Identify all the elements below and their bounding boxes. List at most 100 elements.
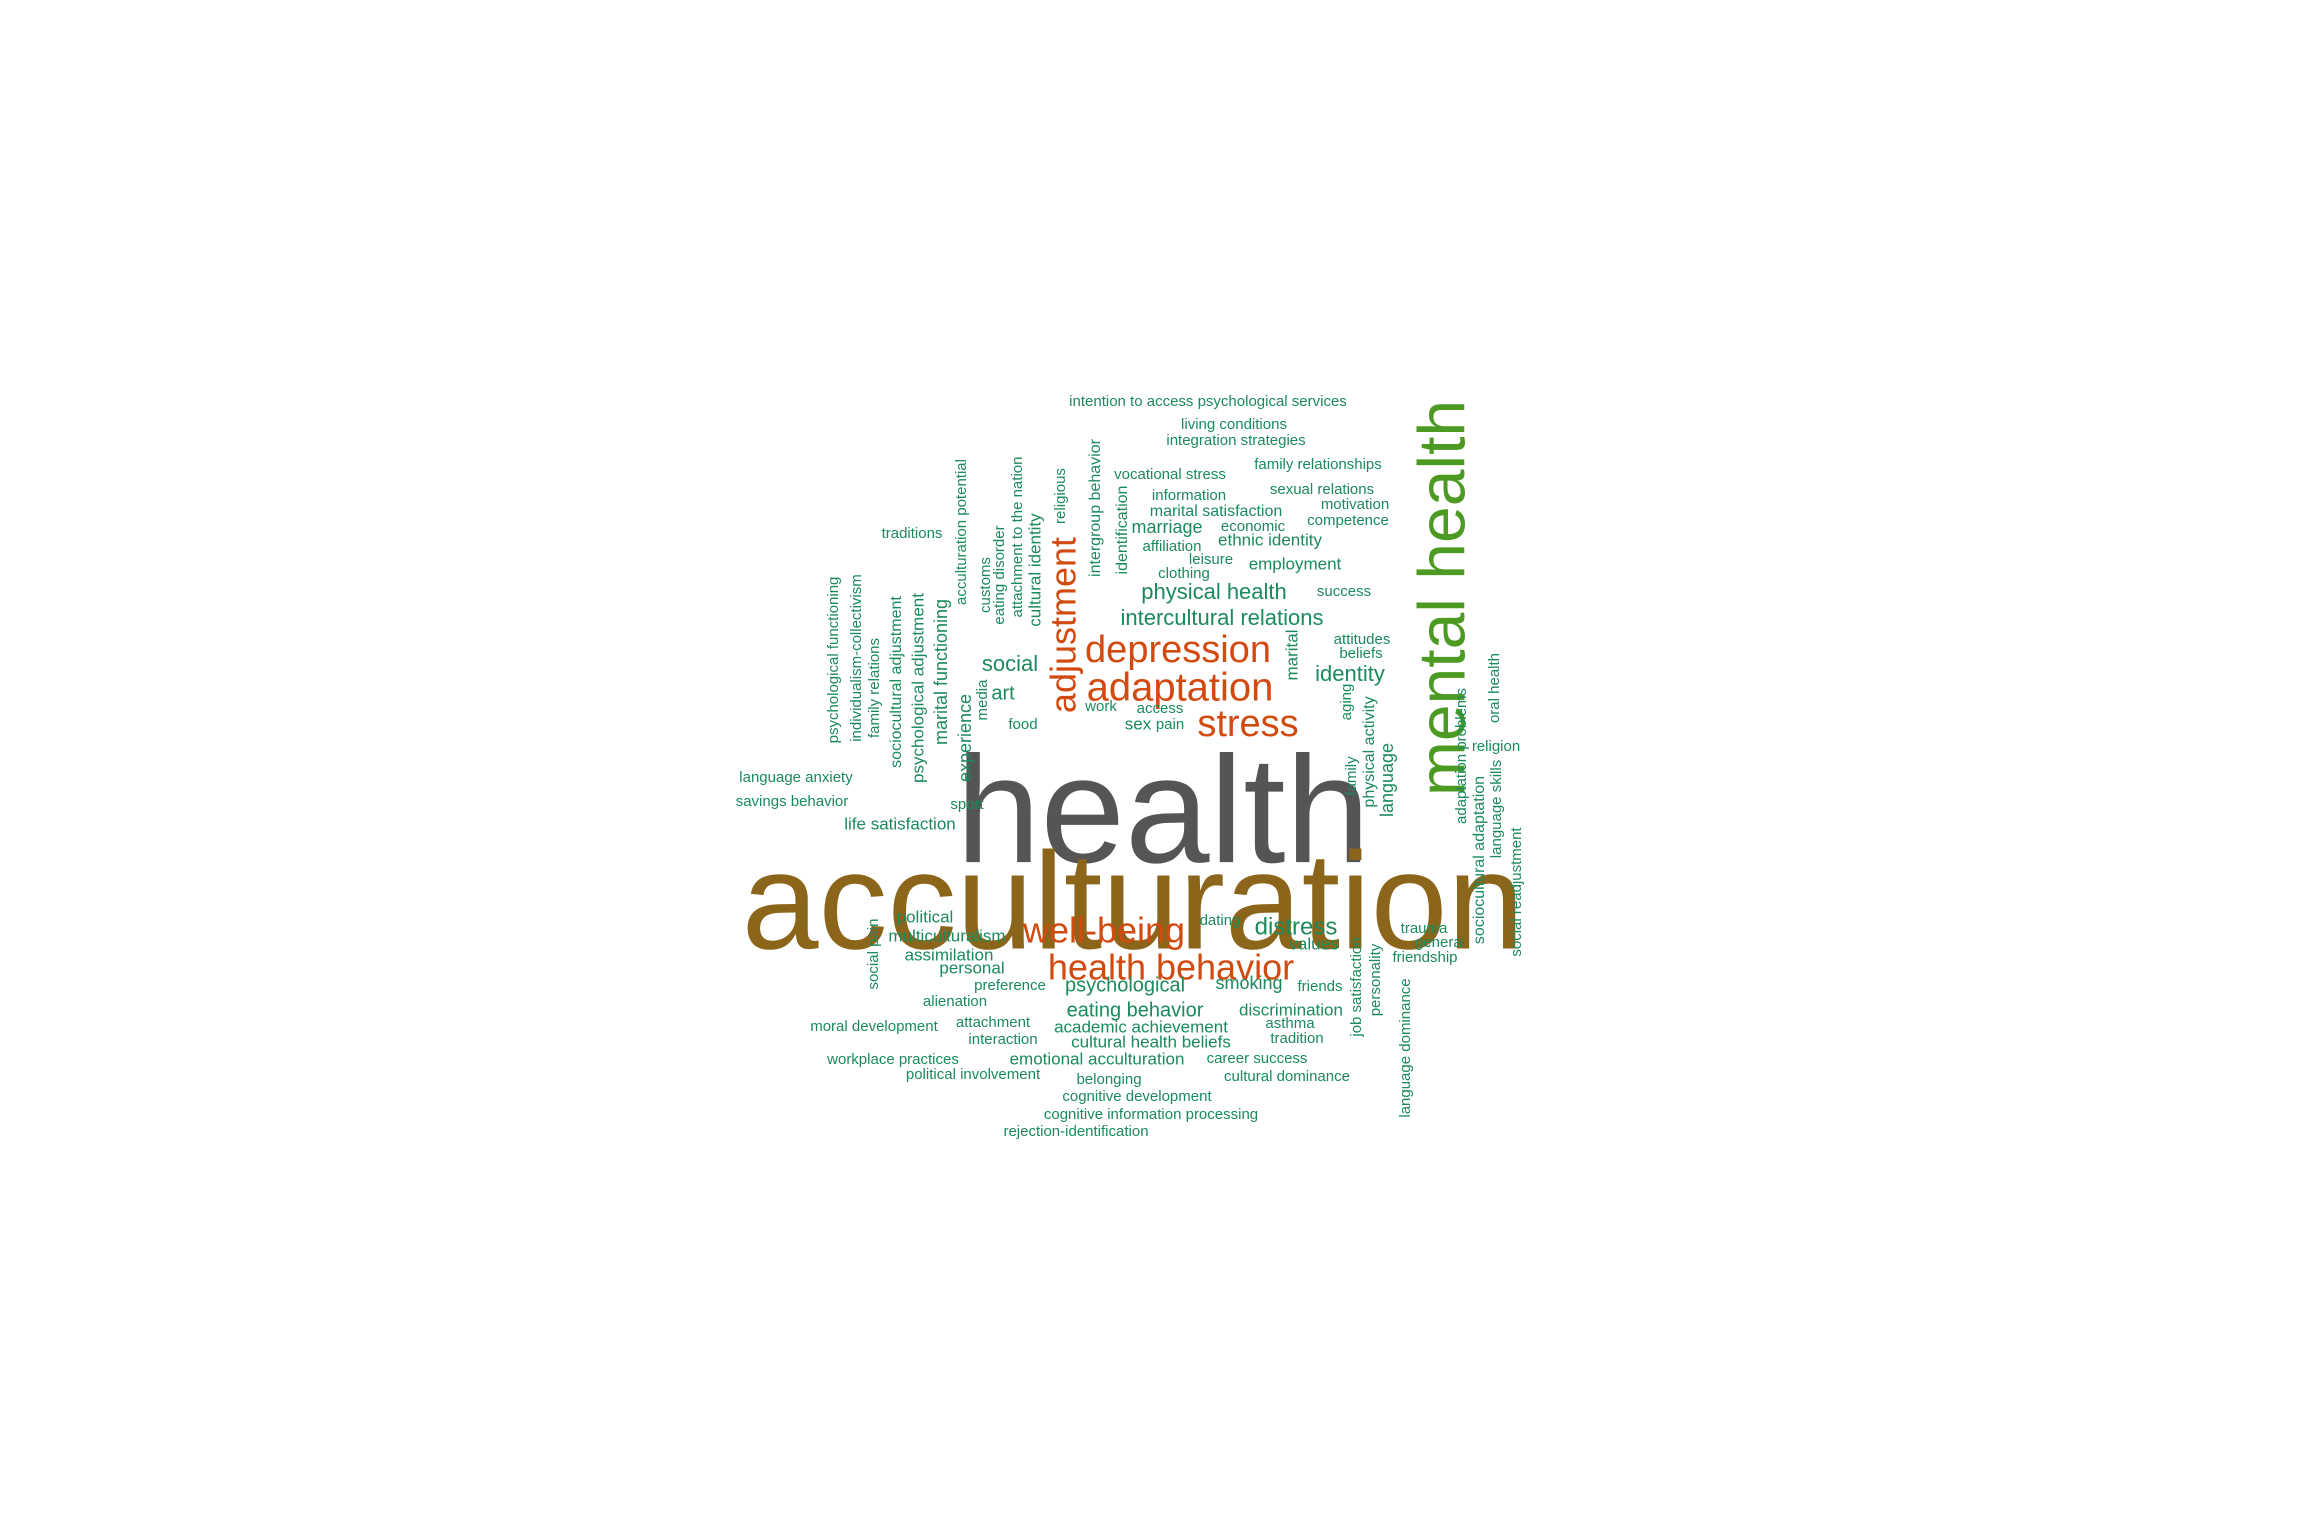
word-physical-activity: physical activity	[1361, 696, 1378, 807]
word-beliefs: beliefs	[1339, 645, 1382, 662]
word-values: values	[1289, 934, 1338, 953]
word-stress: stress	[1197, 703, 1298, 745]
word-intention-to-access-psychological-services: intention to access psychological servic…	[1069, 393, 1347, 410]
word-religious: religious	[1052, 468, 1069, 524]
word-integration-strategies: integration strategies	[1166, 432, 1305, 449]
word-media: media	[974, 679, 991, 721]
word-eating-disorder: eating disorder	[991, 525, 1008, 624]
word-experience: experience	[955, 694, 975, 782]
word-assimilation: assimilation	[905, 945, 994, 964]
word-multiculturalism: multiculturalism	[888, 926, 1005, 945]
word-attitudes: attitudes	[1334, 631, 1391, 648]
word-cultural-dominance: cultural dominance	[1224, 1068, 1350, 1085]
word-mental-health: mental health	[1404, 400, 1478, 796]
word-eating-behavior: eating behavior	[1067, 999, 1204, 1021]
word-clothing: clothing	[1158, 565, 1210, 582]
word-general: general	[1415, 934, 1465, 951]
word-adaptation-problems: adaptation problems	[1453, 688, 1470, 824]
word-moral-development: moral development	[810, 1018, 938, 1035]
word-language-dominance: language dominance	[1397, 978, 1414, 1117]
word-psychological: psychological	[1065, 974, 1185, 996]
word-customs: customs	[977, 557, 994, 613]
word-motivation: motivation	[1321, 496, 1389, 513]
word-attachment: attachment	[956, 1014, 1031, 1031]
word-family: family	[1343, 756, 1360, 796]
word-depression: depression	[1085, 629, 1271, 671]
word-academic-achievement: academic achievement	[1054, 1017, 1228, 1036]
word-marital: marital	[1282, 629, 1301, 680]
word-social: social	[982, 651, 1038, 676]
word-distress: distress	[1255, 913, 1338, 940]
word-identification: identification	[1114, 486, 1131, 575]
word-affiliation: affiliation	[1143, 538, 1202, 555]
word-well-being: well-being	[1022, 910, 1185, 951]
word-marital-satisfaction: marital satisfaction	[1150, 503, 1283, 520]
word-attachment-to-the-nation: attachment to the nation	[1009, 457, 1026, 618]
word-competence: competence	[1307, 512, 1389, 529]
word-adjustment: adjustment	[1043, 537, 1084, 713]
word-health: health	[956, 725, 1370, 895]
word-life-satisfaction: life satisfaction	[844, 814, 956, 833]
word-political: political	[897, 907, 954, 926]
word-employment: employment	[1249, 554, 1342, 573]
word-leisure: leisure	[1189, 551, 1233, 568]
word-intercultural-relations: intercultural relations	[1121, 605, 1324, 630]
word-psychological-functioning: psychological functioning	[825, 577, 842, 744]
word-acculturation-potential: acculturation potential	[953, 459, 970, 605]
word-language: language	[1377, 743, 1397, 817]
word-cultural-identity: cultural identity	[1025, 513, 1044, 627]
word-living-conditions: living conditions	[1181, 416, 1287, 433]
word-language-anxiety: language anxiety	[739, 769, 853, 786]
word-asthma: asthma	[1265, 1015, 1315, 1032]
word-friends: friends	[1297, 978, 1342, 995]
word-cognitive-information-processing: cognitive information processing	[1044, 1106, 1258, 1123]
word-sex: sex	[1125, 714, 1152, 733]
word-workplace-practices: workplace practices	[826, 1051, 959, 1068]
word-work: work	[1084, 698, 1117, 715]
word-ethnic-identity: ethnic identity	[1218, 530, 1322, 549]
word-identity: identity	[1315, 661, 1385, 686]
word-access: access	[1137, 700, 1184, 717]
word-dating: dating	[1200, 912, 1241, 929]
word-preference: preference	[974, 977, 1046, 994]
word-acculturation: acculturation	[742, 824, 1524, 978]
word-sociocultural-adaptation: sociocultural adaptation	[1471, 776, 1488, 944]
word-sport: sport	[950, 796, 984, 813]
word-family-relationships: family relationships	[1254, 456, 1382, 473]
word-religion: religion	[1472, 738, 1520, 755]
word-smoking: smoking	[1215, 973, 1282, 993]
word-aging: aging	[1338, 684, 1355, 721]
word-physical-health: physical health	[1141, 579, 1287, 604]
word-trauma: trauma	[1401, 920, 1448, 937]
word-cultural-health-beliefs: cultural health beliefs	[1071, 1032, 1231, 1051]
word-social-pain: social pain	[865, 919, 882, 990]
word-language-skills: language skills	[1488, 760, 1505, 858]
word-individualism-collectivism: individualism-collectivism	[848, 574, 865, 742]
word-oral-health: oral health	[1486, 653, 1503, 723]
word-personality: personality	[1367, 943, 1384, 1016]
word-health-behavior: health behavior	[1048, 947, 1294, 988]
word-rejection-identification: rejection-identification	[1003, 1123, 1148, 1140]
word-psychological-adjustment: psychological adjustment	[908, 593, 927, 783]
word-cognitive-development: cognitive development	[1062, 1088, 1212, 1105]
word-intergroup-behavior: intergroup behavior	[1087, 438, 1104, 577]
word-information: information	[1152, 487, 1226, 504]
word-sexual-relations: sexual relations	[1270, 481, 1374, 498]
word-traditions: traditions	[882, 525, 943, 542]
word-pain: pain	[1156, 716, 1184, 733]
word-personal: personal	[939, 958, 1004, 977]
word-savings-behavior: savings behavior	[736, 793, 849, 810]
word-social-readjustment: social readjustment	[1508, 827, 1525, 957]
word-sociocultural-adjustment: sociocultural adjustment	[888, 596, 905, 768]
word-success: success	[1317, 583, 1371, 600]
word-political-involvement: political involvement	[906, 1066, 1041, 1083]
word-interaction: interaction	[968, 1031, 1037, 1048]
word-tradition: tradition	[1270, 1030, 1323, 1047]
word-marital-functioning: marital functioning	[931, 599, 951, 745]
word-marriage: marriage	[1131, 517, 1202, 537]
word-economic: economic	[1221, 518, 1286, 535]
word-art: art	[991, 682, 1015, 704]
word-discrimination: discrimination	[1239, 1000, 1343, 1019]
